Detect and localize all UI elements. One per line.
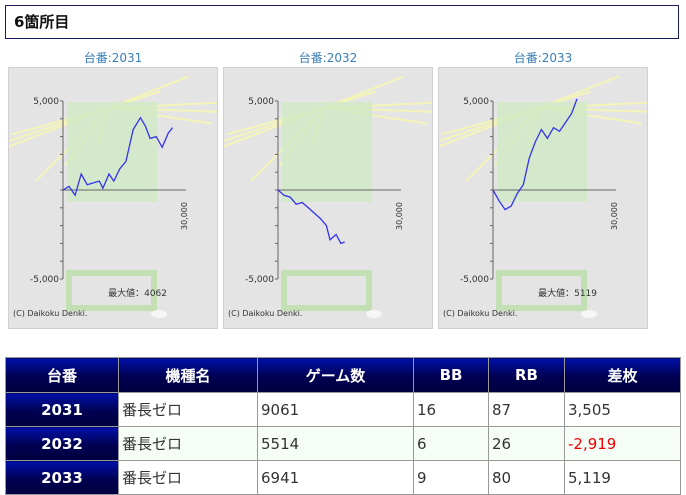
y-tick-label: -5,000 [245, 275, 274, 285]
copyright-label: (C) Daikoku Denki. [443, 309, 517, 318]
graph-svg: 5,000 -5,000 30,000 最大値：4062 (C) Daikoku Den… [9, 68, 217, 328]
x-tick-label: 30,000 [395, 202, 404, 230]
graph-2032: 台番:2032 5,000 -5,000 30,000 (C) Daikoku Den… [223, 49, 433, 329]
graph-2031: 台番:2031 5,000 -5,000 30,000 最大値：4062 (C) Dai… [8, 49, 218, 329]
max-value-label: 最大値：5119 [538, 287, 597, 299]
header-model-name: 機種名 [119, 358, 258, 393]
header-bb: BB [414, 358, 489, 393]
graph-label: 台番:2031 [8, 49, 218, 67]
header-game-count: ゲーム数 [258, 358, 414, 393]
difference: -2,919 [565, 427, 681, 461]
page-title: 6箇所目 [5, 5, 679, 39]
graph-2033: 台番:2033 5,000 -5,000 30,000 最大値：5119 (C) Dai… [438, 49, 648, 329]
difference: 5,119 [565, 461, 681, 495]
table-row: 2031 番長ゼロ 9061 16 87 3,505 [6, 393, 681, 427]
y-tick-label: 5,000 [463, 97, 489, 107]
x-tick-label: 30,000 [180, 202, 189, 230]
model-name: 番長ゼロ [119, 461, 258, 495]
graph-label: 台番:2032 [223, 49, 433, 67]
rb-count: 87 [489, 393, 565, 427]
model-name: 番長ゼロ [119, 427, 258, 461]
difference: 3,505 [565, 393, 681, 427]
machine-illustration [67, 102, 157, 202]
y-tick-label: -5,000 [460, 275, 489, 285]
rb-count: 80 [489, 461, 565, 495]
copyright-label: (C) Daikoku Denki. [228, 309, 302, 318]
tray-illustration [284, 273, 369, 308]
medal-illustration [581, 310, 597, 318]
graph-svg: 5,000 -5,000 30,000 (C) Daikoku Denki. [224, 68, 432, 328]
rb-count: 26 [489, 427, 565, 461]
header-machine-number: 台番 [6, 358, 119, 393]
medal-illustration [366, 310, 382, 318]
machine-number[interactable]: 2033 [6, 461, 119, 495]
bb-count: 6 [414, 427, 489, 461]
max-value-label: 最大値：4062 [108, 287, 167, 299]
model-name: 番長ゼロ [119, 393, 258, 427]
machine-number[interactable]: 2032 [6, 427, 119, 461]
graph-panel: 5,000 -5,000 30,000 (C) Daikoku Denki. [223, 67, 433, 329]
medal-illustration [151, 310, 167, 318]
graph-panel: 5,000 -5,000 30,000 最大値：4062 (C) Daikoku Den… [8, 67, 218, 329]
machine-table: 台番 機種名 ゲーム数 BB RB 差枚 2031 番長ゼロ 9061 16 8… [5, 357, 681, 495]
graph-panel: 5,000 -5,000 30,000 最大値：5119 (C) Daikoku Den… [438, 67, 648, 329]
copyright-label: (C) Daikoku Denki. [13, 309, 87, 318]
y-tick-label: -5,000 [30, 275, 59, 285]
graph-svg: 5,000 -5,000 30,000 最大値：5119 (C) Daikoku Den… [439, 68, 647, 328]
game-count: 9061 [258, 393, 414, 427]
bb-count: 9 [414, 461, 489, 495]
y-tick-label: 5,000 [33, 97, 59, 107]
header-rb: RB [489, 358, 565, 393]
game-count: 5514 [258, 427, 414, 461]
game-count: 6941 [258, 461, 414, 495]
table-header-row: 台番 機種名 ゲーム数 BB RB 差枚 [6, 358, 681, 393]
machine-illustration [282, 102, 372, 202]
x-tick-label: 30,000 [610, 202, 619, 230]
table-row: 2032 番長ゼロ 5514 6 26 -2,919 [6, 427, 681, 461]
graph-label: 台番:2033 [438, 49, 648, 67]
y-tick-label: 5,000 [248, 97, 274, 107]
machine-number[interactable]: 2031 [6, 393, 119, 427]
machine-illustration [497, 102, 587, 202]
bb-count: 16 [414, 393, 489, 427]
header-difference: 差枚 [565, 358, 681, 393]
table-row: 2033 番長ゼロ 6941 9 80 5,119 [6, 461, 681, 495]
